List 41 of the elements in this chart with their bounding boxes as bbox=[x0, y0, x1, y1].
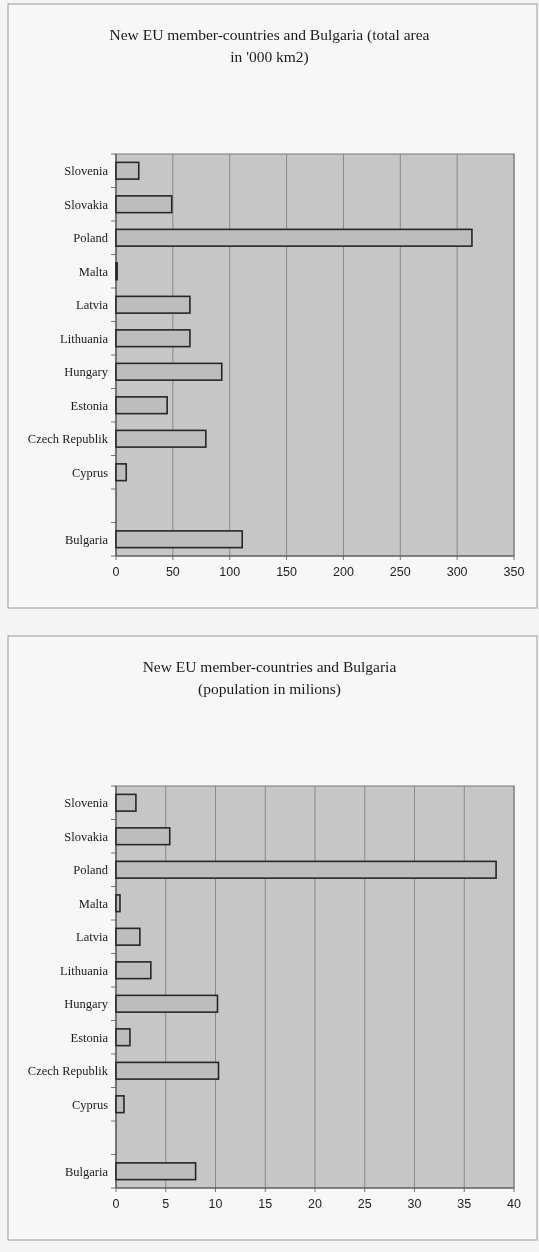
y-tick-label: Estonia bbox=[70, 1030, 109, 1045]
y-tick-label: Czech Republik bbox=[27, 432, 109, 447]
x-tick-label: 0 bbox=[112, 1197, 120, 1211]
y-tick-label: Lithuania bbox=[60, 963, 109, 978]
x-tick-label: 25 bbox=[357, 1197, 372, 1211]
x-tick-label: 15 bbox=[258, 1197, 273, 1211]
chart-title: New EU member-countries and Bulgaria (total area in '000 km2) bbox=[109, 26, 430, 66]
x-tick-label: 250 bbox=[389, 565, 411, 579]
y-tick-label: Estonia bbox=[70, 398, 109, 413]
x-tick-label: 100 bbox=[219, 565, 241, 579]
y-tick-label: Slovenia bbox=[64, 164, 109, 179]
x-tick-label: 200 bbox=[333, 565, 354, 579]
x-tick-label: 35 bbox=[457, 1197, 472, 1211]
x-tick-label: 50 bbox=[165, 565, 180, 579]
y-tick-label: Poland bbox=[73, 863, 109, 878]
x-tick-label: 300 bbox=[446, 565, 468, 579]
y-tick-label: Latvia bbox=[76, 930, 109, 945]
x-tick-label: 30 bbox=[407, 1197, 422, 1211]
y-tick-label: Czech Republik bbox=[27, 1064, 109, 1079]
y-tick-label: Lithuania bbox=[60, 331, 109, 346]
y-tick-label: Slovakia bbox=[64, 197, 109, 212]
y-tick-label: Slovenia bbox=[64, 796, 109, 811]
y-tick-label: Bulgaria bbox=[64, 1164, 109, 1179]
x-tick-label: 20 bbox=[308, 1197, 322, 1211]
y-tick-label: Malta bbox=[78, 264, 109, 279]
y-tick-label: Slovakia bbox=[64, 829, 109, 844]
x-tick-label: 150 bbox=[276, 565, 298, 579]
x-tick-label: 350 bbox=[503, 565, 525, 579]
x-tick-label: 10 bbox=[208, 1197, 223, 1211]
x-tick-label: 40 bbox=[507, 1197, 521, 1211]
y-tick-label: Bulgaria bbox=[64, 532, 109, 547]
y-tick-label: Cyprus bbox=[71, 1097, 109, 1112]
y-tick-label: Poland bbox=[73, 231, 109, 246]
x-tick-label: 5 bbox=[162, 1197, 170, 1211]
y-tick-label: Malta bbox=[78, 896, 109, 911]
x-tick-label: 0 bbox=[112, 565, 120, 579]
y-tick-label: Hungary bbox=[64, 997, 109, 1012]
y-tick-label: Hungary bbox=[64, 365, 109, 380]
y-tick-label: Cyprus bbox=[71, 465, 109, 480]
y-tick-label: Latvia bbox=[76, 298, 109, 313]
chart-title: New EU member-countries and Bulgaria (population in milions) bbox=[142, 658, 397, 698]
